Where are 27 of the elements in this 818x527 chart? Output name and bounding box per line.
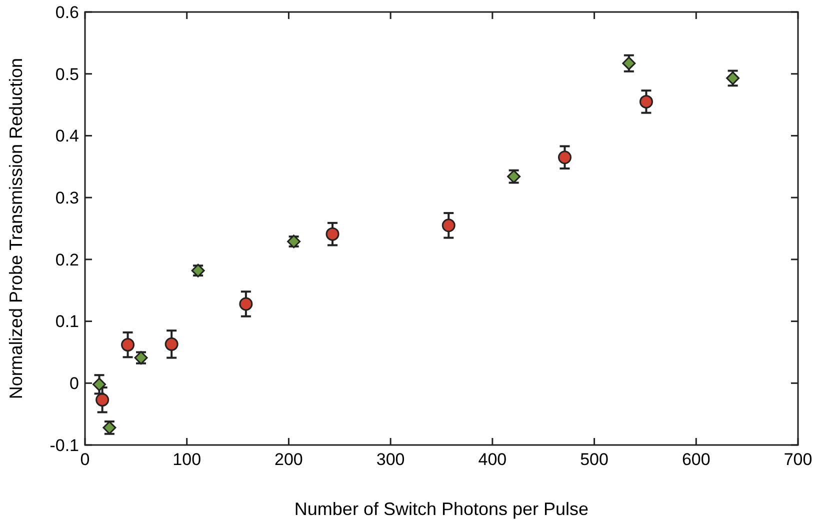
x-tick-label: 700: [784, 450, 812, 469]
point: [558, 150, 572, 164]
x-tick-label: 500: [580, 450, 608, 469]
point: [239, 297, 253, 311]
y-tick-label: -0.1: [50, 436, 79, 455]
y-tick-label: 0.3: [55, 188, 79, 208]
x-tick-label: 600: [682, 450, 710, 469]
point: [96, 393, 110, 407]
point: [639, 94, 653, 108]
point: [622, 56, 636, 70]
point: [92, 378, 106, 392]
point: [121, 338, 135, 352]
point: [164, 337, 178, 351]
y-tick-label: 0.4: [55, 126, 79, 146]
x-tick-label: 300: [376, 450, 405, 469]
x-tick-label: 200: [274, 450, 303, 469]
point: [442, 218, 456, 232]
y-axis-title: Normalized Probe Transmission Reduction: [6, 58, 26, 400]
x-tick-label: 100: [172, 450, 202, 469]
y-tick-label: 0.1: [55, 312, 79, 332]
y-tick-label: 0: [70, 374, 79, 394]
y-tick-label: 0.2: [55, 250, 79, 270]
point: [326, 227, 340, 241]
x-tick-label: 400: [478, 450, 507, 469]
y-tick-label: 0.6: [55, 2, 79, 22]
y-tick-label: 0.5: [55, 64, 79, 84]
x-axis-title: Number of Switch Photons per Pulse: [294, 499, 589, 519]
